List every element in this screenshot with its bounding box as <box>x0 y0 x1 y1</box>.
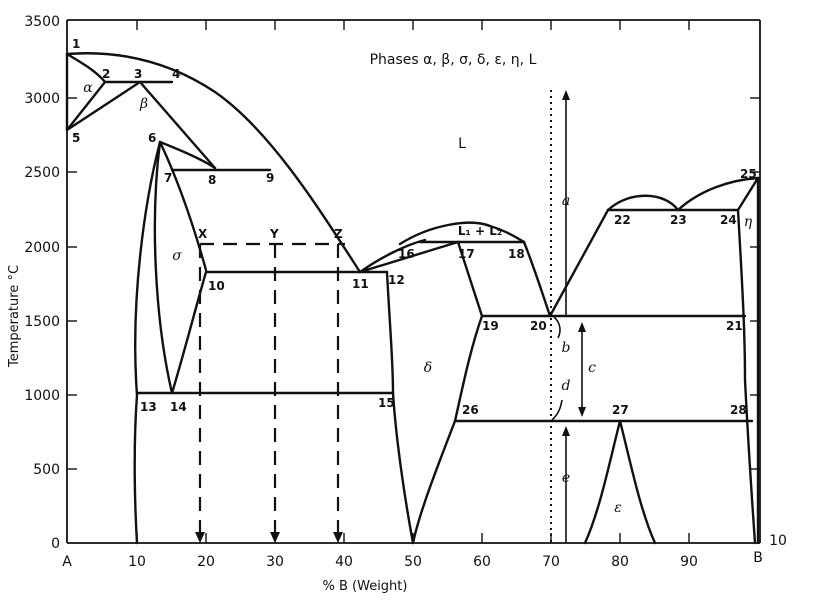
phase-boundaries <box>65 52 760 545</box>
point-21: 21 <box>726 319 743 333</box>
y-tick-3500: 3500 <box>24 14 60 30</box>
label-epsilon: ε <box>614 500 622 516</box>
point-Z: Z <box>334 227 343 241</box>
arrow-label-b: b <box>562 340 571 356</box>
y-tick-2500: 2500 <box>24 165 60 181</box>
point-15: 15 <box>378 396 395 410</box>
point-23: 23 <box>670 213 687 227</box>
point-16: 16 <box>398 247 415 261</box>
x-tick-50: 50 <box>404 554 422 570</box>
point-labels: 1 2 3 4 5 6 7 8 9 X Y Z 10 11 12 13 14 1… <box>72 37 757 417</box>
y-tick-500: 500 <box>33 462 60 478</box>
arrow-label-a: a <box>562 193 570 209</box>
plot-frame <box>66 19 761 544</box>
y-axis-title: Temperature °C <box>7 265 22 368</box>
point-28: 28 <box>730 403 747 417</box>
arrow-label-d: d <box>562 378 571 394</box>
point-3: 3 <box>134 67 142 81</box>
y-tick-3000: 3000 <box>24 91 60 107</box>
point-26: 26 <box>462 403 479 417</box>
label-beta: β <box>139 96 148 112</box>
y-tick-2000: 2000 <box>24 240 60 256</box>
point-4: 4 <box>172 67 180 81</box>
diagram-title: Phases α, β, σ, δ, ε, η, L <box>370 52 537 68</box>
y-tick-0: 0 <box>51 536 60 552</box>
label-l1l2: L₁ + L₂ <box>458 224 502 238</box>
y-tick-labels: 0 500 1000 1500 2000 2500 3000 3500 <box>24 14 60 552</box>
point-5: 5 <box>72 131 80 145</box>
region-labels: L α β σ δ ε η L₁ + L₂ <box>83 80 753 516</box>
x-end-right: B <box>753 550 763 566</box>
point-6: 6 <box>148 131 156 145</box>
x-tick-20: 20 <box>197 554 215 570</box>
point-22: 22 <box>614 213 631 227</box>
liquidus-left <box>65 52 362 274</box>
point-10: 10 <box>208 279 225 293</box>
x-tick-10: 10 <box>128 554 146 570</box>
point-17: 17 <box>458 247 475 261</box>
x-tick-labels: A 10 20 30 40 50 60 70 80 90 B 10 <box>62 533 787 570</box>
y-tick-1500: 1500 <box>24 314 60 330</box>
point-25: 25 <box>740 167 757 181</box>
label-sigma: σ <box>172 248 182 264</box>
measurement-arrows <box>562 90 586 543</box>
arrow-labels: a b c d e <box>562 193 597 486</box>
point-24: 24 <box>720 213 737 227</box>
point-18: 18 <box>508 247 525 261</box>
point-27: 27 <box>612 403 629 417</box>
point-11: 11 <box>352 277 369 291</box>
x-axis-title: % B (Weight) <box>323 579 408 594</box>
arrow-label-e: e <box>562 470 570 486</box>
dashed-lines <box>195 242 345 543</box>
x-tick-90: 90 <box>680 554 698 570</box>
point-2: 2 <box>102 67 110 81</box>
point-8: 8 <box>208 173 216 187</box>
x-tick-40: 40 <box>335 554 353 570</box>
point-13: 13 <box>140 400 157 414</box>
label-delta: δ <box>424 360 432 376</box>
x-tick-80: 80 <box>611 554 629 570</box>
point-1: 1 <box>72 37 80 51</box>
point-9: 9 <box>266 171 274 185</box>
y-tick-1000: 1000 <box>24 388 60 404</box>
point-X: X <box>198 227 208 241</box>
x-tick-60: 60 <box>473 554 491 570</box>
point-19: 19 <box>482 319 499 333</box>
x-end-left: A <box>62 554 72 570</box>
label-L: L <box>458 136 466 152</box>
point-14: 14 <box>170 400 187 414</box>
label-eta: η <box>744 214 753 230</box>
point-Y: Y <box>269 227 279 241</box>
point-7: 7 <box>164 171 172 185</box>
x-tick-30: 30 <box>266 554 284 570</box>
x-tick-70: 70 <box>542 554 560 570</box>
arrow-label-c: c <box>588 360 596 376</box>
right-margin-label: 10 <box>769 533 787 549</box>
axis-ticks <box>67 20 760 543</box>
point-12: 12 <box>388 273 405 287</box>
label-alpha: α <box>83 80 93 96</box>
point-20: 20 <box>530 319 547 333</box>
